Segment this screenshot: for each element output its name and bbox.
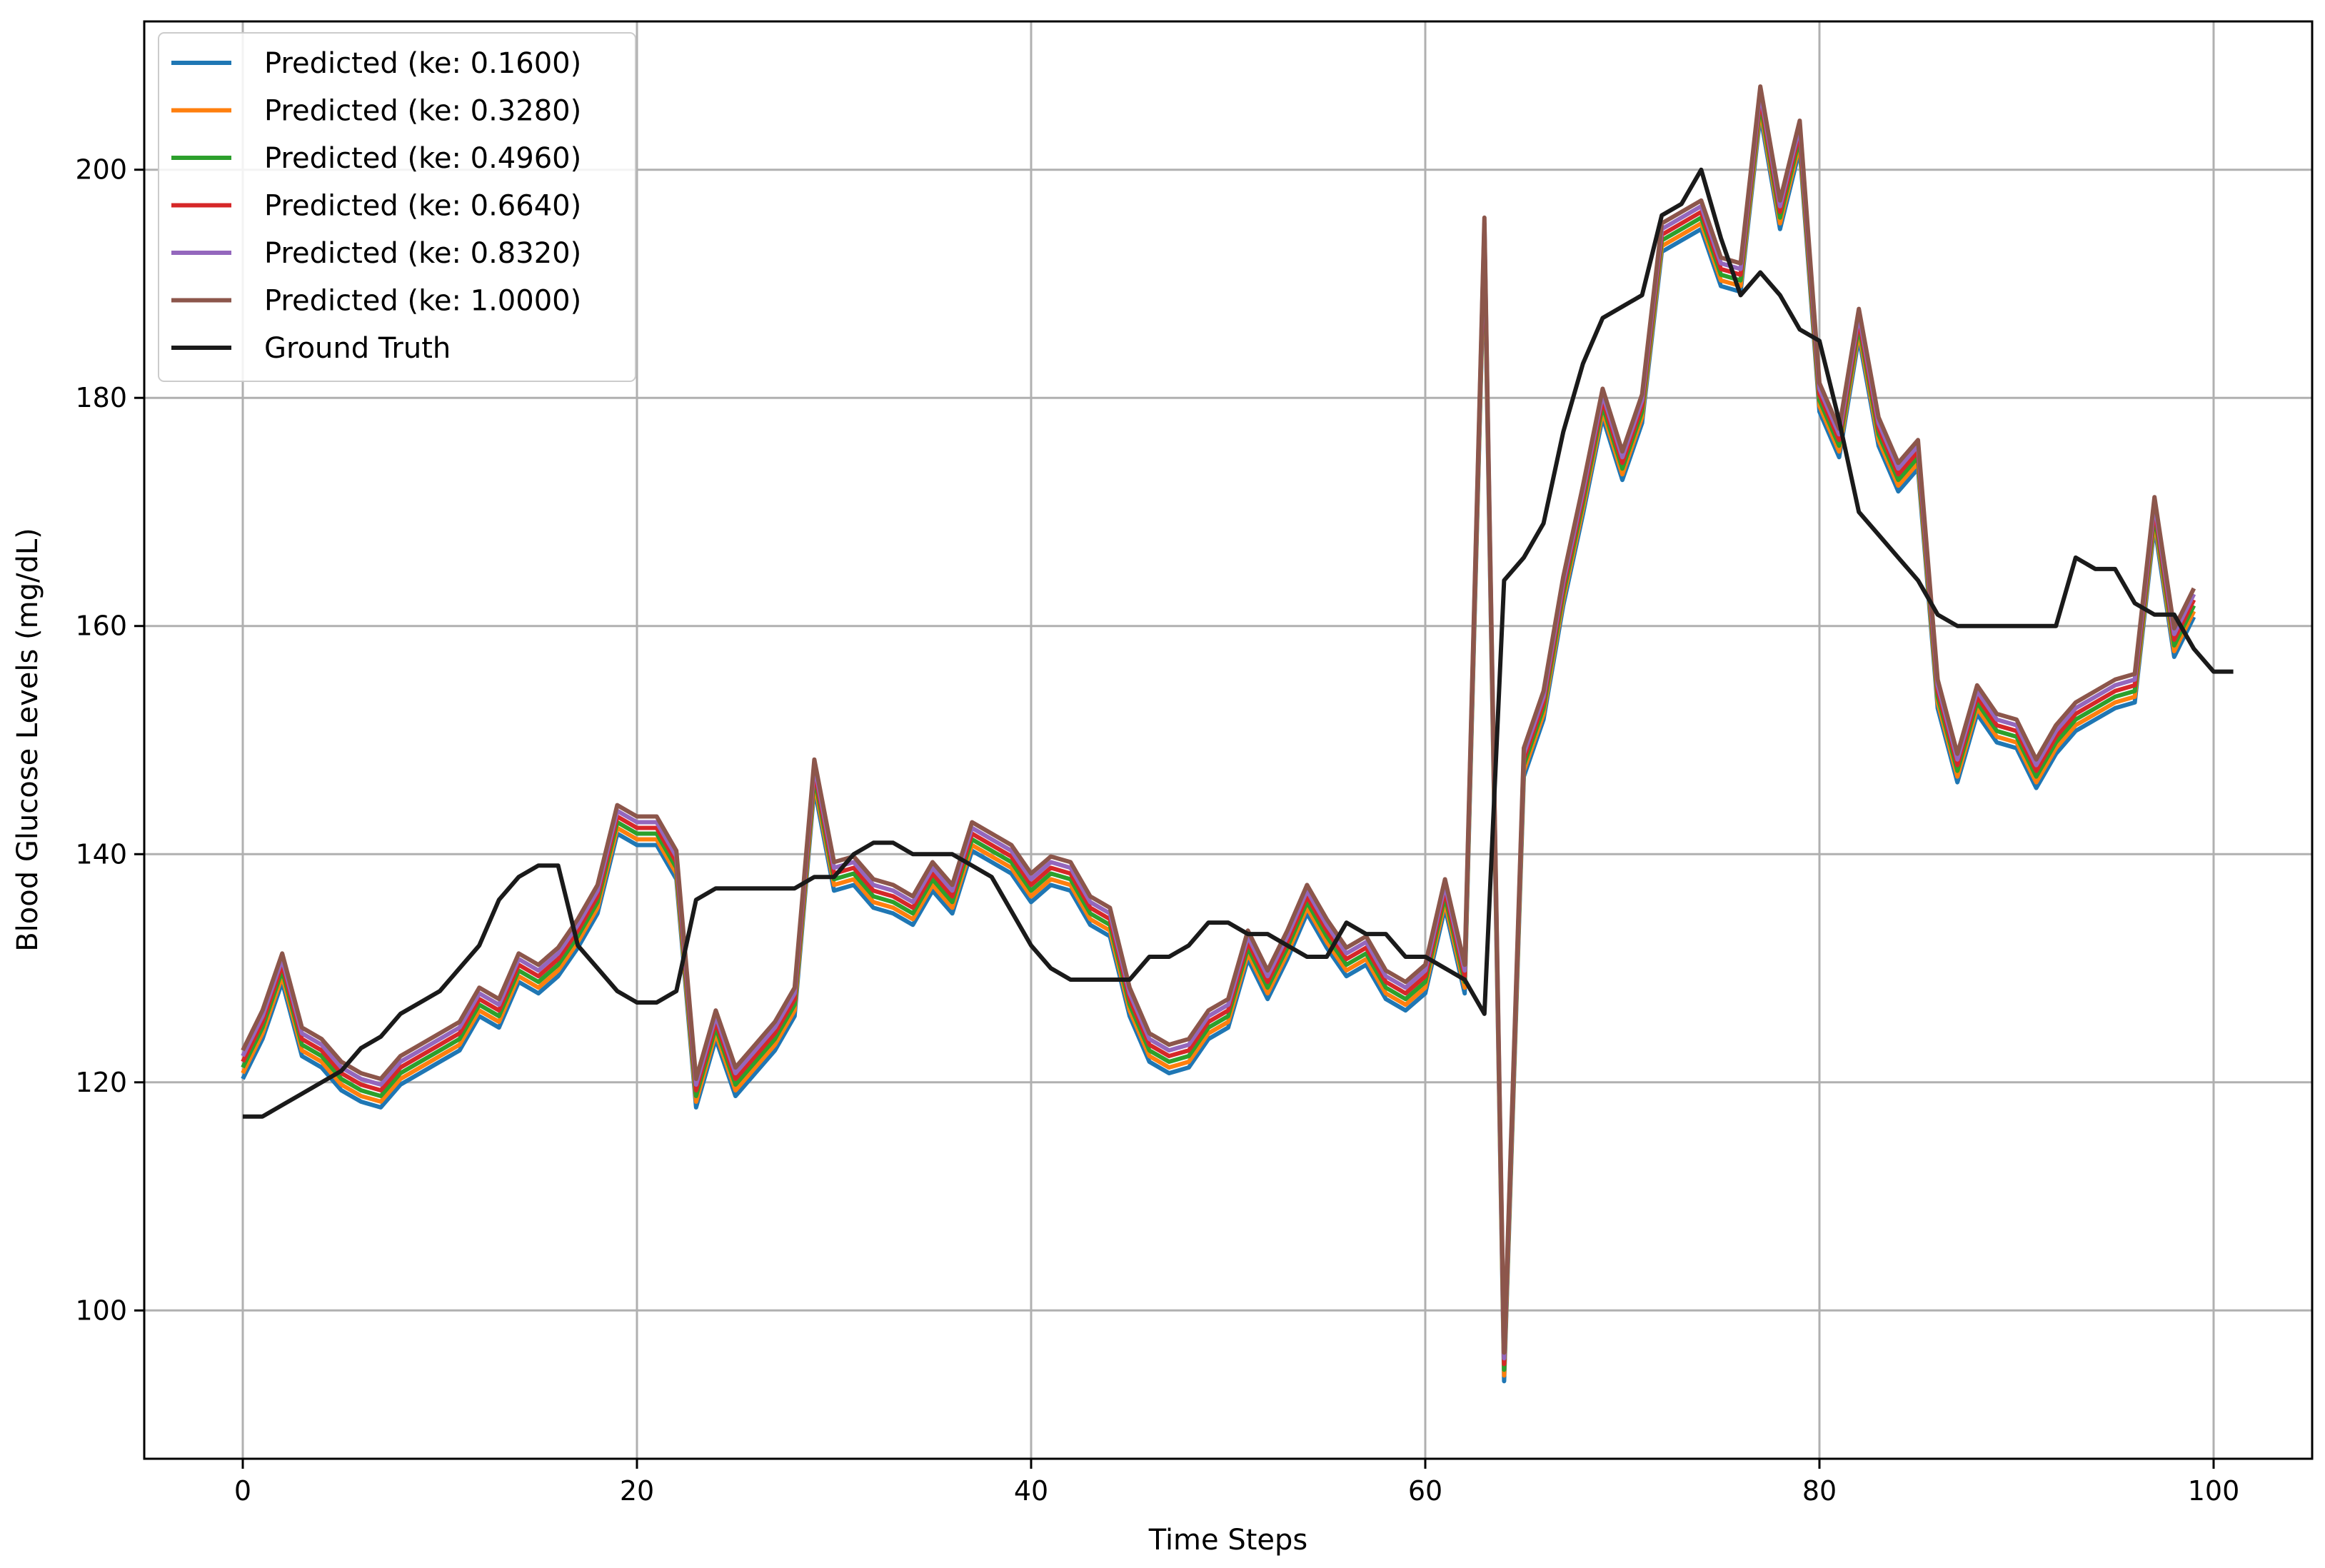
legend-box xyxy=(158,32,636,382)
x-tick-label: 20 xyxy=(620,1475,654,1507)
legend-label: Predicted (ke: 1.0000) xyxy=(264,285,581,318)
axis-ticks: 0 20 40 60 80 100 100 120 140 160 180 200 xyxy=(75,154,2239,1507)
y-tick-label: 120 xyxy=(75,1067,127,1098)
y-tick-label: 160 xyxy=(75,610,127,642)
plot-area-frame xyxy=(143,20,2314,1460)
y-tick-label: 180 xyxy=(75,382,127,413)
legend-label: Predicted (ke: 0.8320) xyxy=(264,237,581,270)
legend-label: Predicted (ke: 0.6640) xyxy=(264,190,581,223)
series-lines xyxy=(241,84,2234,1384)
x-tick-label: 60 xyxy=(1408,1475,1442,1507)
legend-label: Predicted (ke: 0.1600) xyxy=(264,47,581,80)
legend-label: Predicted (ke: 0.3280) xyxy=(264,95,581,128)
y-tick-label: 200 xyxy=(75,154,127,186)
legend: Predicted (ke: 0.1600) Predicted (ke: 0.3… xyxy=(158,32,636,382)
legend-label: Predicted (ke: 0.4960) xyxy=(264,142,581,175)
x-tick-label: 80 xyxy=(1802,1475,1837,1507)
x-tick-label: 0 xyxy=(234,1475,251,1507)
grid xyxy=(144,21,2312,1459)
x-tick-label: 40 xyxy=(1014,1475,1048,1507)
y-tick-label: 100 xyxy=(75,1295,127,1326)
x-tick-label: 100 xyxy=(2188,1475,2240,1507)
y-tick-label: 140 xyxy=(75,838,127,870)
series-line-predicted-6 xyxy=(241,84,2196,1355)
series-line-ground-truth xyxy=(243,167,2234,1119)
y-axis-label: Blood Glucose Levels (mg/dL) xyxy=(11,528,44,952)
x-axis-label: Time Steps xyxy=(1148,1524,1308,1557)
legend-label: Ground Truth xyxy=(264,332,451,365)
